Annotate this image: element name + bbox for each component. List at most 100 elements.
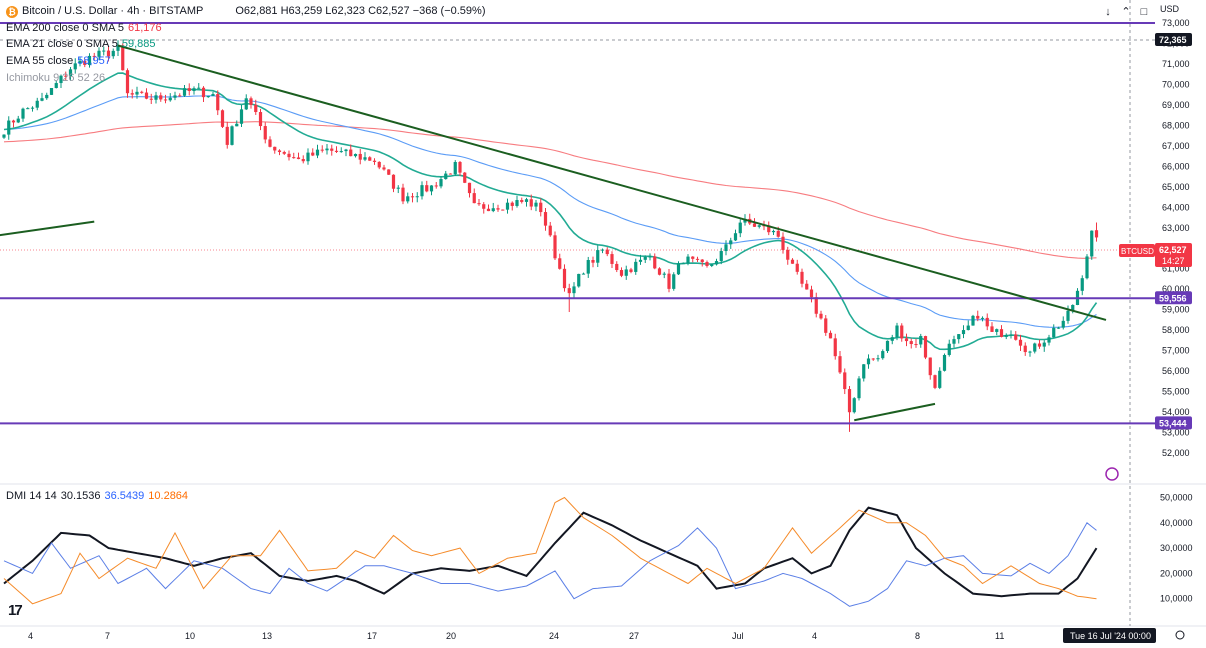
candle-body xyxy=(140,91,144,93)
candle-body xyxy=(790,259,795,264)
cursor-date-label: Tue 16 Jul '24 00:00 xyxy=(1070,631,1151,641)
candle-body xyxy=(111,50,115,57)
candle-body xyxy=(410,196,415,198)
price-tick-label: 64,000 xyxy=(1162,202,1190,212)
candle-body xyxy=(339,151,343,153)
arrow-down-icon[interactable]: ↓ xyxy=(1105,6,1111,18)
candle-body xyxy=(372,160,377,162)
candle-body xyxy=(919,336,923,345)
candle-body xyxy=(83,60,87,65)
candle-body xyxy=(353,153,358,157)
cursor-date-bg xyxy=(1063,628,1156,643)
candle-body xyxy=(344,149,348,152)
candle-body xyxy=(30,107,35,109)
candle-body xyxy=(985,317,989,327)
candle-body xyxy=(558,258,562,269)
dmi-+DI-line xyxy=(3,522,1097,607)
level-tag-low: 53,444 xyxy=(1159,418,1187,428)
dmi-legend[interactable]: DMI 14 14 30.1536 36.5439 10.2864 xyxy=(6,490,189,502)
candle-body xyxy=(738,222,742,234)
candle-body xyxy=(220,110,225,127)
price-tick-label: 58,000 xyxy=(1162,325,1190,335)
candle-body xyxy=(439,179,443,187)
candle-body xyxy=(1028,351,1032,353)
candle-body xyxy=(197,87,201,89)
candle-body xyxy=(1056,327,1061,329)
candle-body xyxy=(562,268,567,289)
candle-body xyxy=(724,244,728,252)
candle-body xyxy=(510,202,514,206)
chevron-up-icon[interactable]: ⌃ xyxy=(1121,6,1131,18)
indicator-ema55[interactable]: EMA 55 close 58,957 xyxy=(6,55,111,67)
symbol-header: ₿ Bitcoin / U.S. Dollar · 4h · BITSTAMP … xyxy=(6,5,489,18)
time-tick-label: 8 xyxy=(915,631,920,641)
indicator-ichimoku[interactable]: Ichimoku 9 26 52 26 xyxy=(6,72,106,84)
candle-body xyxy=(714,261,719,265)
candle-body xyxy=(966,325,970,331)
time-tick-label: Jul xyxy=(732,631,744,641)
maximize-icon[interactable]: □ xyxy=(1140,6,1148,18)
candle-body xyxy=(368,157,372,161)
candle-body xyxy=(914,344,918,346)
candle-body xyxy=(695,258,700,260)
candle-body xyxy=(2,134,6,138)
symbol-tag-bg xyxy=(1119,244,1155,257)
candle-body xyxy=(691,256,695,259)
candle-body xyxy=(254,104,258,113)
time-tick-label: 4 xyxy=(812,631,817,641)
candle-body xyxy=(320,149,324,151)
time-tick-label: 11 xyxy=(995,631,1004,641)
dmi-−DI-line xyxy=(3,496,1097,605)
candle-body xyxy=(97,50,101,57)
candle-body xyxy=(672,274,676,289)
candle-body xyxy=(287,153,291,158)
candle-body xyxy=(496,208,500,210)
candle-body xyxy=(444,173,448,180)
candle-body xyxy=(710,264,714,267)
settings-icon xyxy=(1175,630,1185,640)
candle-body xyxy=(909,341,913,345)
candle-body xyxy=(130,93,134,95)
candle-body xyxy=(900,325,904,339)
currency-selector[interactable]: USD xyxy=(1160,4,1180,14)
candle-body xyxy=(163,99,168,101)
symbol-title[interactable]: Bitcoin / U.S. Dollar · 4h · BITSTAMP xyxy=(22,5,204,17)
candle-body xyxy=(657,268,662,275)
candle-body xyxy=(73,63,77,70)
ema200-line xyxy=(3,121,1097,259)
candle-body xyxy=(415,196,419,198)
candle-body xyxy=(159,95,163,100)
candle-body xyxy=(700,259,704,263)
candle-body xyxy=(182,88,187,96)
candle-body xyxy=(553,235,557,259)
candle-body xyxy=(225,126,229,145)
candle-body xyxy=(643,256,647,260)
candle-body xyxy=(667,273,671,289)
indicator-ema200[interactable]: EMA 200 close 0 SMA 5 61,176 xyxy=(6,22,162,34)
candle-body xyxy=(805,283,809,290)
candle-body xyxy=(624,269,628,276)
price-tick-label: 53,000 xyxy=(1162,428,1190,438)
candle-body xyxy=(239,109,244,124)
bar-countdown: 14:27 xyxy=(1162,256,1185,266)
candle-body xyxy=(990,326,994,332)
candle-body xyxy=(501,209,505,211)
candle-body xyxy=(187,88,191,92)
candle-body xyxy=(529,199,533,207)
price-tick-label: 54,000 xyxy=(1162,407,1190,417)
candle-body xyxy=(192,88,196,92)
candle-body xyxy=(871,358,875,360)
candle-body xyxy=(648,256,652,258)
candle-body xyxy=(334,150,339,152)
candle-body xyxy=(306,152,310,162)
candle-body xyxy=(828,332,833,339)
candle-body xyxy=(216,94,220,111)
candle-body xyxy=(268,139,272,147)
indicator-ema21[interactable]: EMA 21 close 0 SMA 5 59,885 xyxy=(6,38,156,50)
price-tick-label: 60,000 xyxy=(1162,284,1190,294)
price-tick-label: 57,000 xyxy=(1162,346,1190,356)
candle-body xyxy=(852,398,856,413)
price-tick-label: 63,000 xyxy=(1162,223,1190,233)
